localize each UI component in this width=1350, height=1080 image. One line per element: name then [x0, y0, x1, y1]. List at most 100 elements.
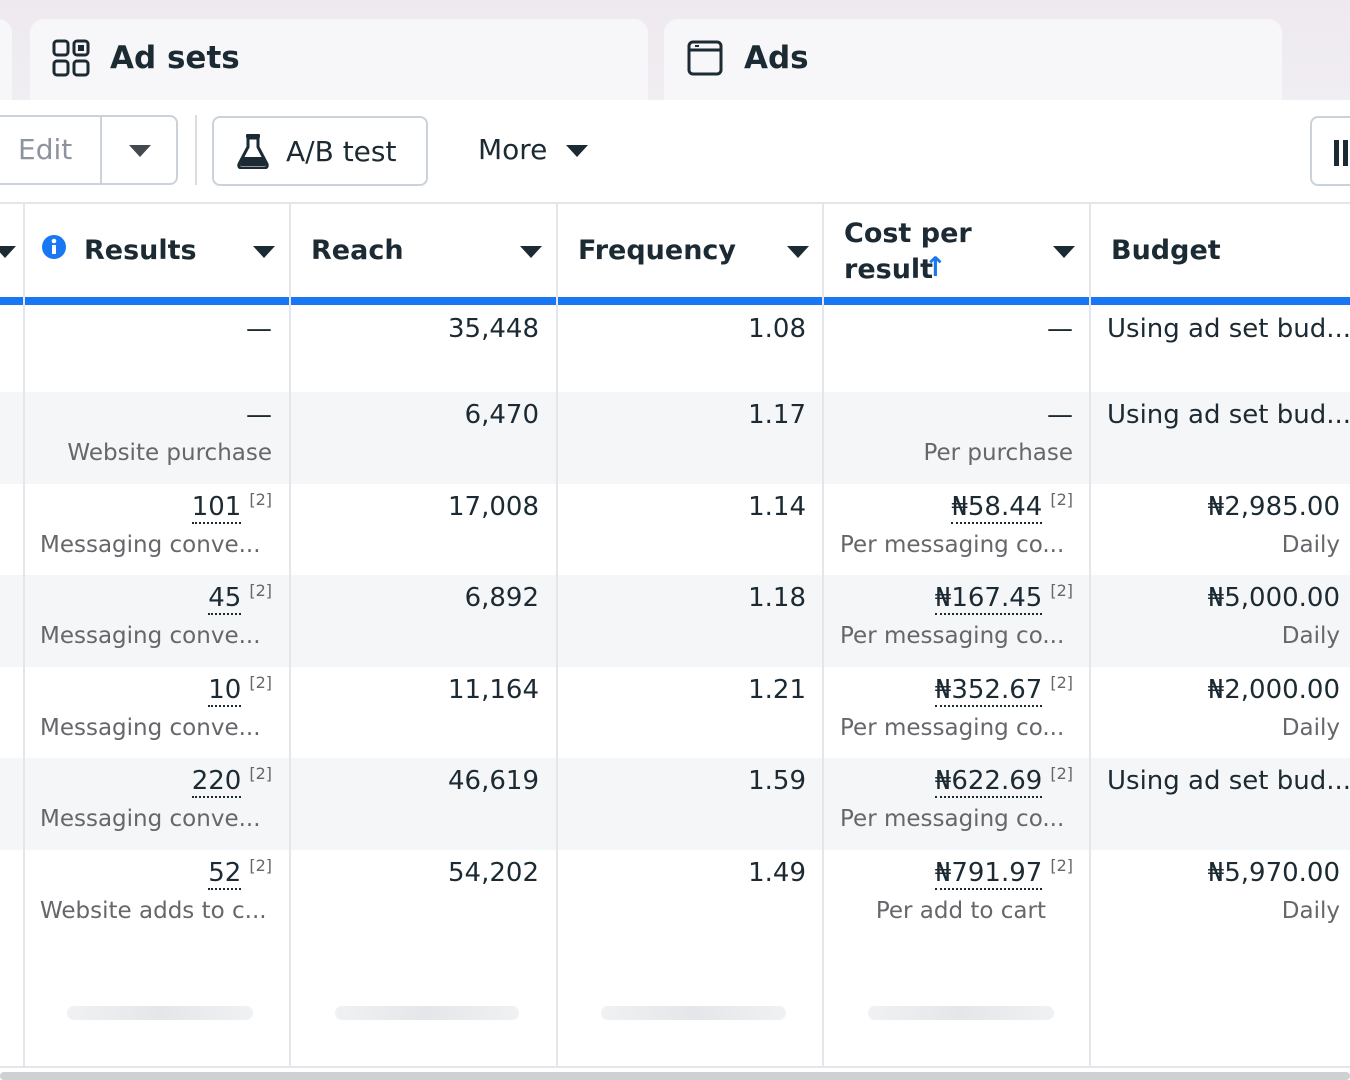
frequency-sort-chevron-down-icon[interactable]	[787, 246, 809, 258]
result-cell-value: 45	[208, 583, 242, 615]
cost-per-result-cell-value: ₦352.67	[934, 674, 1043, 707]
frequency-cell-value: 1.17	[748, 400, 806, 430]
cost-type: Per add to cart	[875, 897, 1046, 924]
cost-type: Per messaging co...	[840, 623, 1065, 649]
reach-cell: 6,470	[465, 400, 539, 430]
reach-cell-value: 11,164	[448, 674, 539, 705]
tab-ad-sets-label: Ad sets	[110, 40, 240, 76]
column-header-frequency[interactable]: Frequency	[557, 204, 822, 298]
more-label: More	[478, 133, 548, 166]
reach-cell-value: 17,008	[448, 491, 539, 522]
ad-window-icon	[687, 40, 723, 76]
column-header-budget[interactable]: Budget	[1090, 204, 1350, 298]
table-row[interactable]	[0, 392, 1350, 484]
cost-type: Per messaging co...	[840, 806, 1065, 832]
tab-ads-label: Ads	[744, 40, 809, 76]
result-type: Messaging conve...	[40, 714, 261, 741]
pause-icon	[1334, 140, 1348, 166]
toolbar-divider	[195, 115, 197, 185]
cost-sort-chevron-down-icon[interactable]	[1053, 246, 1075, 258]
result-cell[interactable]: 101 [2]	[191, 489, 272, 524]
frequency-header-label: Frequency	[578, 235, 737, 266]
column-header-results[interactable]: Results	[24, 204, 289, 298]
result-cell[interactable]: 10 [2]	[208, 672, 272, 707]
grid-icon	[52, 39, 90, 77]
edit-button-label: Edit	[18, 133, 73, 166]
budget-cell: ₦5,000.00	[1207, 583, 1340, 613]
cost-per-result-cell[interactable]: ₦167.45 [2]	[934, 581, 1073, 615]
frequency-cell-value: 1.08	[748, 314, 806, 344]
column-divider	[556, 204, 558, 1068]
frequency-cell: 1.49	[748, 858, 806, 888]
ab-test-label: A/B test	[286, 135, 397, 168]
footnote-marker: [2]	[1050, 581, 1073, 600]
table-row[interactable]	[0, 850, 1350, 942]
cost-per-result-cell[interactable]: ₦791.97 [2]	[934, 855, 1073, 890]
frequency-cell: 1.14	[748, 492, 806, 522]
cost-per-result-cell[interactable]: ₦58.44 [2]	[951, 489, 1073, 524]
reach-sort-chevron-down-icon[interactable]	[520, 246, 542, 258]
reach-cell: 17,008	[448, 492, 539, 522]
pause-columns-button[interactable]	[1310, 116, 1350, 186]
footnote-marker: [2]	[249, 855, 272, 875]
budget-cell: ₦2,985.00	[1207, 491, 1340, 522]
tab-ads[interactable]: Ads	[664, 19, 1282, 100]
table-bottom-border	[0, 1066, 1350, 1068]
footnote-marker: [2]	[1050, 489, 1073, 509]
prev-column-chevron-down-icon[interactable]	[0, 246, 16, 258]
budget-period: Daily	[1281, 531, 1340, 558]
table-row[interactable]	[0, 667, 1350, 759]
cost-per-result-cell-value: —	[1047, 400, 1073, 430]
tab-ad-sets[interactable]: Ad sets	[30, 19, 648, 100]
more-chevron-down-icon[interactable]	[566, 145, 588, 157]
result-cell-value: —	[246, 400, 272, 430]
footnote-marker: [2]	[249, 489, 272, 509]
results-sort-chevron-down-icon[interactable]	[253, 246, 275, 258]
frequency-cell-value: 1.49	[748, 857, 806, 888]
more-button[interactable]: More	[478, 133, 547, 166]
frequency-cell-value: 1.18	[748, 583, 806, 613]
horizontal-scrollbar[interactable]	[0, 1072, 1350, 1080]
budget-cell: ₦2,000.00	[1207, 674, 1340, 705]
result-type: Messaging conve...	[40, 806, 261, 832]
result-type: Messaging conve...	[40, 531, 261, 558]
reach-cell-value: 54,202	[448, 857, 539, 888]
reach-cell-value: 35,448	[448, 314, 539, 344]
toolbar	[0, 100, 1350, 202]
result-cell[interactable]: 220 [2]	[191, 764, 272, 798]
flask-icon	[237, 134, 269, 169]
result-cell-value: 10	[208, 674, 242, 707]
edit-dropdown-button[interactable]	[100, 115, 178, 185]
result-cell[interactable]: 45 [2]	[208, 581, 272, 615]
budget-cell: Using ad set bud...	[1107, 766, 1350, 796]
budget-cell: Using ad set bud...	[1107, 400, 1350, 430]
ab-test-button[interactable]: A/B test	[212, 116, 428, 186]
reach-cell: 35,448	[448, 314, 539, 344]
edit-button[interactable]: Edit	[0, 115, 102, 185]
footnote-marker: [2]	[249, 672, 272, 692]
reach-header-label: Reach	[311, 235, 404, 266]
table-header-top-border	[0, 202, 1350, 204]
column-header-reach[interactable]: Reach	[290, 204, 556, 298]
table-row[interactable]	[0, 575, 1350, 667]
chevron-down-icon	[129, 145, 151, 157]
frequency-cell: 1.17	[748, 400, 806, 430]
result-cell[interactable]: 52 [2]	[208, 855, 272, 890]
loading-skeleton	[601, 1006, 786, 1020]
cost-per-result-cell[interactable]: ₦352.67 [2]	[934, 673, 1073, 707]
loading-skeleton	[868, 1006, 1054, 1020]
frequency-cell: 1.59	[748, 766, 806, 796]
result-cell: —	[246, 400, 272, 430]
frequency-cell-value: 1.59	[748, 766, 806, 796]
budget-cell: ₦5,970.00	[1207, 857, 1340, 888]
table-row[interactable]	[0, 758, 1350, 850]
reach-cell-value: 46,619	[448, 766, 539, 796]
tab-campaigns-stub[interactable]	[0, 19, 12, 100]
budget-header-label: Budget	[1111, 235, 1221, 266]
column-divider	[289, 204, 291, 1068]
sort-ascending-arrow-icon: ↑	[924, 252, 947, 283]
column-header-cost-per-result[interactable]: Cost per result ↑	[823, 204, 1089, 298]
cost-per-result-cell[interactable]: ₦622.69 [2]	[934, 764, 1073, 798]
footnote-marker: [2]	[1050, 855, 1073, 875]
frequency-cell: 1.21	[748, 675, 806, 705]
